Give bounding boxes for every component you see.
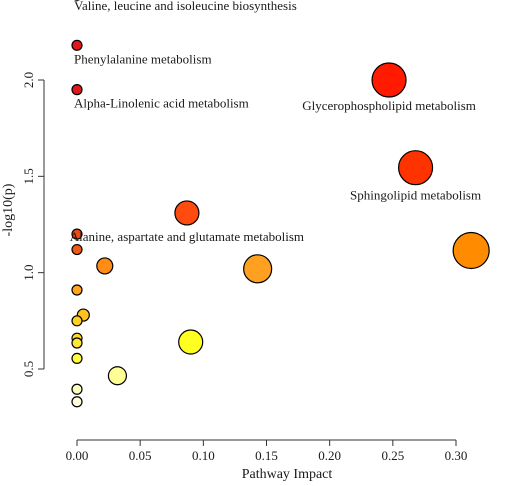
y-tick-label: 1.0: [21, 265, 36, 281]
x-tick-label: 0.05: [129, 448, 152, 463]
y-tick-label: 2.0: [21, 72, 36, 88]
y-tick-label: 0.5: [21, 361, 36, 377]
data-point: [96, 257, 114, 275]
point-label: Phenylalanine metabolism: [74, 51, 212, 66]
data-point: [71, 315, 83, 327]
x-tick-label: 0.25: [381, 448, 404, 463]
y-tick-label: 1.5: [21, 168, 36, 184]
data-point: [71, 352, 83, 365]
point-label: Sphingolipid metabolism: [350, 188, 481, 203]
data-point: [452, 231, 490, 270]
x-tick-label: 0.20: [318, 448, 341, 463]
data-point: [71, 228, 83, 240]
y-axis-label: -log10(p): [1, 183, 16, 236]
point-label: Alpha-Linolenic acid metabolism: [74, 96, 249, 111]
point-label: Valine, leucine and isoleucine biosynthe…: [74, 0, 297, 13]
data-point: [71, 337, 83, 349]
x-axis-label: Pathway Impact: [242, 467, 333, 482]
data-point: [107, 366, 128, 386]
point-label: Alanine, aspartate and glutamate metabol…: [70, 229, 304, 244]
data-point: [71, 284, 83, 296]
data-point: [397, 150, 434, 186]
x-tick-label: 0.10: [192, 448, 215, 463]
point-label: Glycerophospholipid metabolism: [302, 98, 476, 113]
chart-points: [71, 0, 490, 408]
data-point: [71, 243, 83, 256]
x-tick-label: 0.00: [66, 448, 89, 463]
data-point: [178, 329, 204, 355]
x-tick-label: 0.15: [255, 448, 278, 463]
x-tick-label: 0.30: [445, 448, 468, 463]
data-point: [71, 39, 83, 51]
data-point: [71, 383, 83, 395]
data-point: [243, 254, 273, 284]
data-point: [371, 62, 407, 98]
data-point: [174, 200, 200, 226]
chart-axes: 0.5 1.0 1.5 2.0 0.00 0.05 0.10 0.15 0.20 0.25 0.30: [21, 72, 467, 463]
data-point: [71, 396, 83, 408]
chart-point-labels: Valine, leucine and isoleucine biosynthe…: [70, 0, 481, 244]
data-point: [71, 84, 83, 96]
